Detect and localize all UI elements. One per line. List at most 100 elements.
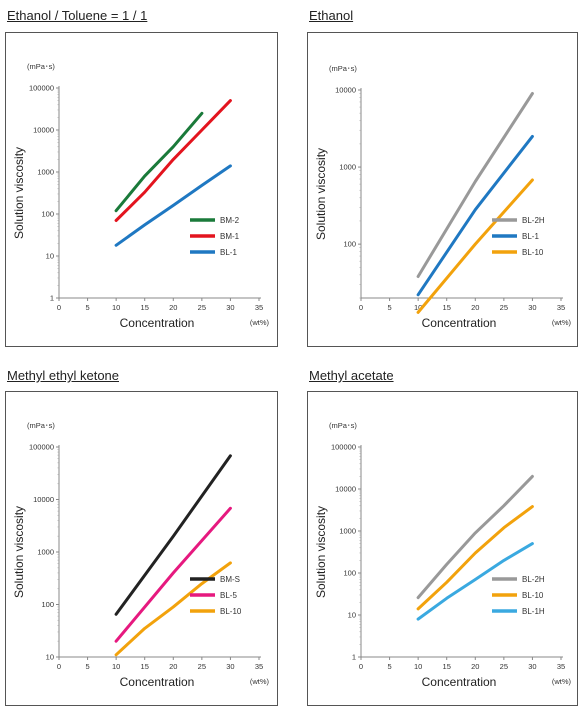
x-tick-label: 5 xyxy=(85,303,89,312)
x-tick-label: 10 xyxy=(112,303,120,312)
y-tick-label: 100000 xyxy=(29,443,54,452)
chart-panel-methyl-ethyl-ketone: (mPa･s) 10 100 1000 10000 100000 0 5 10 15 20 25 30 3… xyxy=(5,391,278,706)
y-tick-label: 100000 xyxy=(29,84,54,93)
x-tick-label: 10 xyxy=(112,662,120,671)
x-tick-label: 20 xyxy=(471,303,479,312)
series-line-bl-2h xyxy=(416,92,534,278)
legend-label-bl-2h: BL-2H xyxy=(522,575,545,584)
series-line-bm-1 xyxy=(114,99,232,222)
x-tick-label: 0 xyxy=(359,303,363,312)
series-line-bl-1h xyxy=(416,542,534,621)
y-tick-label: 100000 xyxy=(331,443,356,452)
x-tick-label: 20 xyxy=(169,662,177,671)
x-tick-label: 30 xyxy=(226,303,234,312)
legend-label-bm-2: BM-2 xyxy=(220,216,240,225)
x-tick-label: 25 xyxy=(198,303,206,312)
legend-label-bm-1: BM-1 xyxy=(220,232,240,241)
y-tick-label: 1 xyxy=(352,653,356,662)
legend-label-bl-10: BL-10 xyxy=(522,591,544,600)
chart-panel-ethanol-toluene: (mPa･s) 1 10 100 1000 10000 100000 0 5 10 15 20 25 30… xyxy=(5,32,278,347)
y-tick-label: 100 xyxy=(41,210,54,219)
y-unit-label: (mPa･s) xyxy=(329,64,357,73)
x-axis-unit: (wt%) xyxy=(552,677,572,686)
x-tick-label: 15 xyxy=(141,303,149,312)
series-line-bl-1 xyxy=(416,134,534,297)
x-tick-label: 25 xyxy=(198,662,206,671)
x-tick-label: 35 xyxy=(255,303,263,312)
chart-ethanol-toluene: (mPa･s) 1 10 100 1000 10000 100000 0 5 10 15 20 25 30… xyxy=(12,62,270,330)
y-axis-title: Solution viscosity xyxy=(314,506,328,598)
x-tick-label: 20 xyxy=(169,303,177,312)
series-line-bl-10 xyxy=(416,505,534,611)
chart-panel-ethanol: (mPa･s) 100 1000 10000 0 5 10 15 20 25 30 35 Concent… xyxy=(307,32,578,347)
x-tick-label: 0 xyxy=(57,303,61,312)
x-tick-label: 5 xyxy=(387,303,391,312)
x-tick-label: 30 xyxy=(226,662,234,671)
y-tick-label: 10000 xyxy=(335,485,356,494)
y-unit-label: (mPa･s) xyxy=(329,421,357,430)
x-tick-label: 20 xyxy=(471,662,479,671)
chart-panel-methyl-acetate: (mPa･s) 1 10 100 1000 10000 100000 0 5 10 15 20 25 30… xyxy=(307,391,578,706)
series-line-bm-2 xyxy=(114,111,204,213)
x-axis-title: Concentration xyxy=(120,675,195,689)
x-tick-label: 10 xyxy=(414,662,422,671)
y-tick-label: 100 xyxy=(343,240,356,249)
x-tick-label: 0 xyxy=(57,662,61,671)
y-tick-label: 100 xyxy=(41,600,54,609)
legend-label-bl-1: BL-1 xyxy=(220,248,237,257)
y-tick-label: 1000 xyxy=(37,168,54,177)
legend-label-bl-2h: BL-2H xyxy=(522,216,545,225)
x-tick-label: 30 xyxy=(528,662,536,671)
chart-ethanol: (mPa･s) 100 1000 10000 0 5 10 15 20 25 30 35 Concent… xyxy=(314,64,572,330)
series-line-bm-s xyxy=(114,454,232,616)
x-tick-label: 0 xyxy=(359,662,363,671)
series-line-bl-5 xyxy=(114,506,232,643)
x-tick-label: 30 xyxy=(528,303,536,312)
x-tick-label: 25 xyxy=(500,662,508,671)
y-axis-title: Solution viscosity xyxy=(314,148,328,240)
x-tick-label: 5 xyxy=(85,662,89,671)
y-tick-label: 1000 xyxy=(37,548,54,557)
legend-label-bl-10: BL-10 xyxy=(522,248,544,257)
y-tick-label: 1000 xyxy=(339,527,356,536)
chart-methyl-ethyl-ketone: (mPa･s) 10 100 1000 10000 100000 0 5 10 15 20 25 30 3… xyxy=(12,421,270,689)
x-tick-label: 35 xyxy=(557,303,565,312)
y-unit-label: (mPa･s) xyxy=(27,421,55,430)
x-tick-label: 25 xyxy=(500,303,508,312)
chart-title-ethanol: Ethanol xyxy=(309,8,354,23)
x-tick-label: 15 xyxy=(443,662,451,671)
y-tick-label: 10 xyxy=(46,252,54,261)
y-tick-label: 10000 xyxy=(33,126,54,135)
y-unit-label: (mPa･s) xyxy=(27,62,55,71)
x-axis-title: Concentration xyxy=(422,316,497,330)
legend-label-bl-5: BL-5 xyxy=(220,591,237,600)
legend-label-bl-10: BL-10 xyxy=(220,607,242,616)
x-axis-title: Concentration xyxy=(422,675,497,689)
legend-label-bl-1: BL-1 xyxy=(522,232,539,241)
x-axis-unit: (wt%) xyxy=(250,318,270,327)
chart-methyl-acetate: (mPa･s) 1 10 100 1000 10000 100000 0 5 10 15 20 25 30… xyxy=(314,421,572,689)
y-tick-label: 10000 xyxy=(33,495,54,504)
x-tick-label: 15 xyxy=(443,303,451,312)
series-line-bl-1 xyxy=(114,164,232,247)
chart-title-methyl-ethyl-ketone: Methyl ethyl ketone xyxy=(7,368,120,383)
x-axis-unit: (wt%) xyxy=(552,318,572,327)
x-tick-label: 5 xyxy=(387,662,391,671)
series-line-bl-2h xyxy=(416,474,534,600)
series-line-bl-10 xyxy=(114,561,232,657)
y-tick-label: 1000 xyxy=(339,163,356,172)
y-tick-label: 1 xyxy=(50,294,54,303)
y-axis-title: Solution viscosity xyxy=(12,506,26,598)
x-tick-label: 15 xyxy=(141,662,149,671)
x-tick-label: 35 xyxy=(557,662,565,671)
y-tick-label: 10 xyxy=(46,653,54,662)
legend-label-bl-1h: BL-1H xyxy=(522,607,545,616)
y-axis-title: Solution viscosity xyxy=(12,147,26,239)
x-axis-title: Concentration xyxy=(120,316,195,330)
y-tick-label: 10000 xyxy=(335,86,356,95)
y-tick-label: 100 xyxy=(343,569,356,578)
x-axis-unit: (wt%) xyxy=(250,677,270,686)
x-tick-label: 10 xyxy=(414,303,422,312)
chart-title-methyl-acetate: Methyl acetate xyxy=(309,368,394,383)
chart-title-ethanol-toluene: Ethanol / Toluene = 1 / 1 xyxy=(7,8,148,23)
